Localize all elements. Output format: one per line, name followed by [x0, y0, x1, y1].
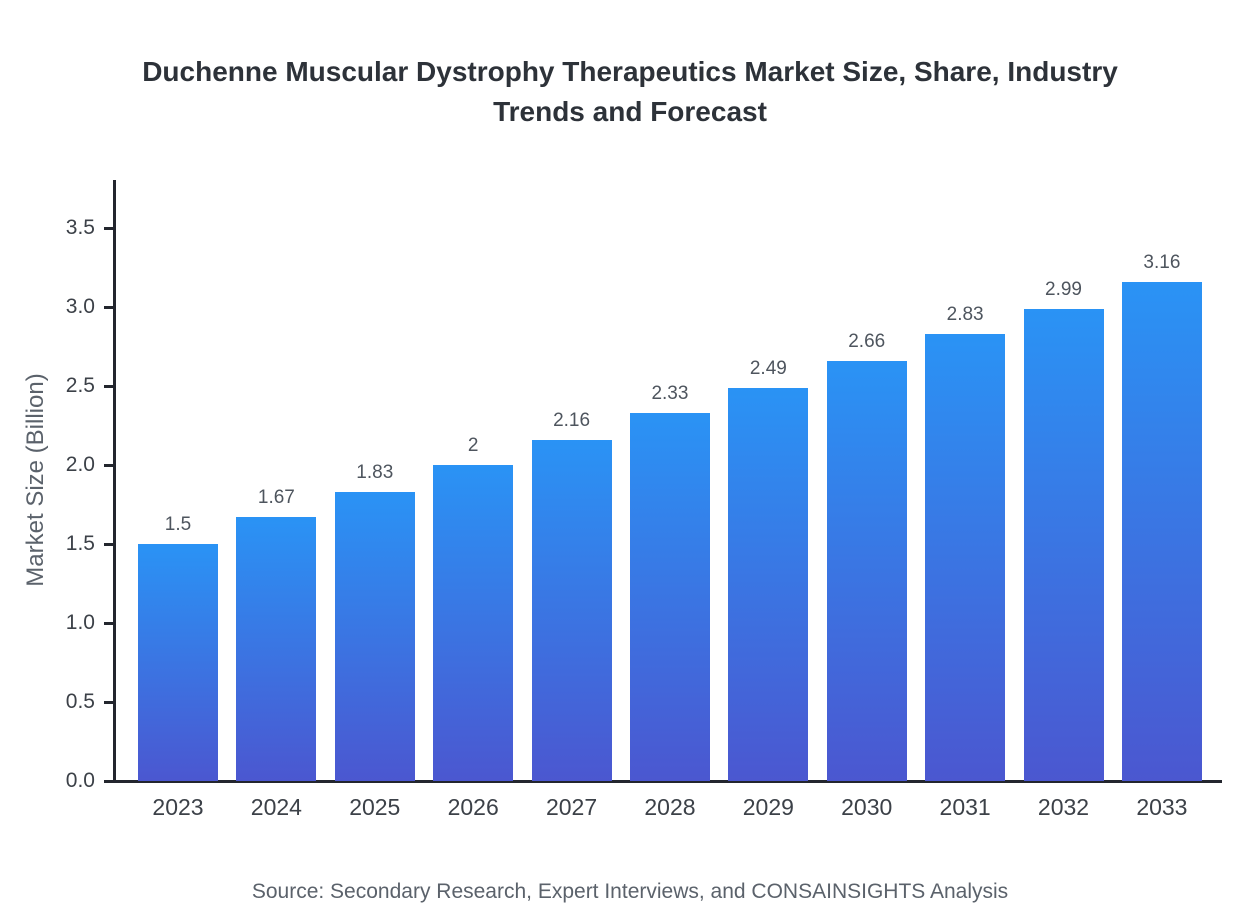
bar-cell: 2.99 2032: [1023, 279, 1104, 820]
bar-cell: 2 2026: [433, 435, 514, 820]
x-tick-label: 2026: [447, 794, 499, 820]
bar-value-label: 2.16: [553, 410, 591, 431]
bar: [925, 334, 1006, 781]
y-axis-line: [113, 180, 116, 783]
x-tick-label: 2029: [742, 794, 794, 820]
y-tick: 0.0: [66, 769, 113, 793]
bar-cell: 3.16 2033: [1121, 252, 1202, 820]
y-tick: 3.5: [66, 216, 113, 240]
bar-value-label: 2.99: [1045, 279, 1082, 300]
y-tick-mark: [104, 779, 113, 783]
x-tick-label: 2032: [1037, 794, 1090, 820]
bar-value-label: 1.67: [257, 487, 295, 508]
bar: [334, 492, 415, 781]
bar-cell: 2.83 2031: [925, 304, 1006, 820]
x-tick-label: 2025: [349, 794, 401, 820]
bar-value-label: 1.5: [164, 514, 192, 535]
bar: [531, 440, 612, 781]
y-tick: 1.5: [66, 532, 113, 556]
bar: [236, 517, 317, 781]
bar: [1121, 282, 1202, 781]
x-tick-label: 2028: [644, 794, 696, 820]
y-tick-mark: [104, 305, 113, 309]
y-tick-mark: [104, 621, 113, 625]
y-tick-mark: [104, 463, 113, 467]
y-tick-label: 1.0: [65, 611, 95, 634]
x-tick-label: 2023: [152, 794, 204, 820]
bar-value-label: 2.83: [946, 304, 984, 325]
bar-cell: 1.67 2024: [236, 487, 317, 820]
bar-cell: 1.5 2023: [138, 514, 218, 820]
x-axis-line: [113, 780, 1222, 783]
y-tick: 3.0: [66, 295, 113, 319]
bar: [1023, 309, 1104, 781]
bar-value-label: 2.66: [848, 331, 886, 352]
bar-cell: 2.33 2028: [629, 383, 710, 820]
y-tick: 0.5: [66, 690, 113, 714]
y-tick-mark: [104, 700, 113, 704]
bar-value-label: 2.49: [749, 358, 787, 379]
source-note: Source: Secondary Research, Expert Inter…: [251, 880, 1009, 903]
y-tick-label: 1.5: [65, 532, 95, 555]
x-tick-label: 2031: [939, 794, 991, 820]
bar-value-label: 2.33: [651, 383, 689, 404]
y-tick-label: 0.5: [65, 690, 95, 713]
y-tick: 1.0: [66, 611, 113, 635]
y-tick: 2.0: [66, 453, 113, 477]
y-tick: 2.5: [66, 374, 113, 398]
y-tick-mark: [104, 226, 113, 230]
bar-cell: 2.16 2027: [531, 410, 612, 820]
y-tick-mark: [104, 384, 113, 388]
y-tick-label: 3.0: [65, 295, 95, 318]
bar: [433, 465, 514, 781]
bar: [826, 361, 907, 781]
bar-value-label: 3.16: [1143, 252, 1181, 273]
y-tick-label: 2.0: [65, 453, 95, 476]
bar: [629, 413, 710, 781]
y-tick-label: 0.0: [65, 769, 95, 792]
y-tick-mark: [104, 542, 113, 546]
chart-title: Duchenne Muscular Dystrophy Therapeutics…: [142, 56, 1118, 127]
bar: [728, 388, 809, 781]
bar-series: 1.5 2023 1.67 2024 1.83 2025 2 2026 2.16 2027 2.33…: [138, 180, 1202, 820]
y-axis-ticks: 0.0 0.5 1.0 1.5 2.0 2.5 3.0 3.5: [38, 180, 113, 792]
bar-cell: 2.49 2029: [728, 358, 809, 820]
x-tick-label: 2024: [250, 794, 302, 820]
bar-value-label: 2: [467, 435, 479, 456]
y-tick-label: 2.5: [65, 374, 95, 397]
x-tick-label: 2027: [545, 794, 598, 820]
bar-value-label: 1.83: [356, 462, 394, 483]
y-tick-label: 3.5: [65, 216, 95, 239]
bar-cell: 1.83 2025: [334, 462, 415, 820]
x-tick-label: 2030: [841, 794, 893, 820]
x-tick-label: 2033: [1136, 794, 1188, 820]
bar: [138, 544, 218, 781]
bar-cell: 2.66 2030: [826, 331, 907, 820]
